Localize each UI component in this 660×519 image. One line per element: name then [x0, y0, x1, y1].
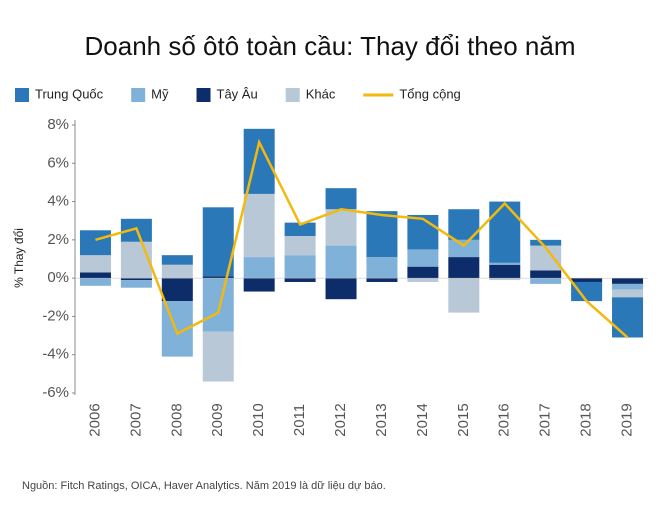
bar-segment — [612, 297, 644, 338]
x-tick-label: 2007 — [127, 403, 144, 436]
legend-swatch — [285, 88, 300, 102]
x-tick-label: 2013 — [373, 403, 390, 436]
bar-segment — [530, 278, 562, 284]
x-tick-label: 2012 — [332, 403, 349, 436]
chart-title: Doanh số ôtô toàn cầu: Thay đổi theo năm — [85, 31, 576, 61]
legend-label: Tổng cộng — [399, 86, 460, 101]
x-tick-label: 2014 — [414, 403, 431, 436]
bar-segment — [612, 278, 644, 284]
bar-segment — [489, 201, 521, 263]
x-tick-label: 2016 — [496, 403, 513, 436]
bar-segment — [612, 289, 644, 298]
bar-segment — [448, 239, 480, 258]
legend-label: Khác — [306, 86, 336, 101]
x-tick-label: 2006 — [86, 403, 103, 436]
bar-segment — [489, 278, 521, 281]
y-tick-label: -4% — [42, 346, 69, 363]
bar-segment — [79, 230, 111, 256]
bar-segment — [530, 270, 562, 279]
legend-label: Tây Âu — [217, 86, 258, 101]
bar-segment — [243, 193, 275, 258]
bar-segment — [284, 278, 316, 282]
bar-segment — [284, 236, 316, 256]
bar-segment — [161, 255, 193, 265]
bar-segment — [284, 255, 316, 279]
legend-swatch — [15, 88, 29, 102]
bar-segment — [161, 264, 193, 279]
bar-segment — [366, 257, 398, 279]
bar-segment — [325, 245, 357, 279]
bar-segment — [407, 214, 439, 250]
x-tick-label: 2008 — [168, 403, 185, 436]
y-tick-label: -6% — [42, 384, 69, 401]
bar-segment — [530, 239, 562, 246]
bar-segment — [407, 278, 439, 282]
bar-segment — [407, 266, 439, 279]
bar-segment — [202, 276, 234, 279]
bar-segment — [79, 255, 111, 273]
bar-segment — [530, 245, 562, 271]
legend-label: Trung Quốc — [35, 86, 104, 101]
bar-segment — [448, 257, 480, 279]
x-tick-label: 2009 — [209, 403, 226, 436]
bar-segment — [489, 262, 521, 265]
bar-segment — [366, 211, 398, 258]
y-tick-label: -2% — [42, 307, 69, 324]
bar-segment — [243, 278, 275, 292]
bar-segment — [120, 280, 152, 288]
y-tick-label: 8% — [47, 116, 69, 133]
x-tick-label: 2015 — [455, 403, 472, 436]
bar-segment — [79, 278, 111, 286]
x-tick-label: 2011 — [291, 404, 308, 436]
legend-swatch — [131, 88, 146, 102]
bar-segment — [243, 257, 275, 279]
bar-segment — [325, 209, 357, 246]
legend-swatch — [196, 88, 211, 102]
y-tick-label: 0% — [47, 269, 69, 286]
bar-segment — [325, 278, 357, 300]
y-tick-label: 2% — [47, 231, 69, 248]
legend-label: Mỹ — [151, 86, 169, 101]
bar-segment — [407, 249, 439, 267]
y-tick-label: 4% — [47, 193, 69, 210]
bar-segment — [571, 278, 603, 282]
bar-segment — [120, 278, 152, 281]
y-axis-label: % Thay đổi — [12, 228, 26, 288]
x-tick-label: 2019 — [619, 403, 636, 436]
x-tick-label: 2017 — [537, 403, 554, 436]
x-tick-label: 2018 — [578, 403, 595, 436]
source-note: Nguồn: Fitch Ratings, OICA, Haver Analyt… — [22, 480, 386, 492]
bar-segment — [202, 278, 234, 332]
bar-segment — [202, 331, 234, 382]
bar-segment — [489, 264, 521, 279]
bar-segment — [612, 283, 644, 290]
bar-segment — [284, 222, 316, 237]
bar-segment — [325, 188, 357, 210]
bar-segment — [448, 278, 480, 313]
bar-segment — [161, 278, 193, 302]
bar-segment — [120, 241, 152, 279]
x-tick-label: 2010 — [250, 403, 267, 436]
bar-segment — [366, 278, 398, 282]
bar-segment — [79, 272, 111, 279]
bar-segment — [571, 281, 603, 302]
y-tick-label: 6% — [47, 154, 69, 171]
total-line — [95, 138, 629, 339]
